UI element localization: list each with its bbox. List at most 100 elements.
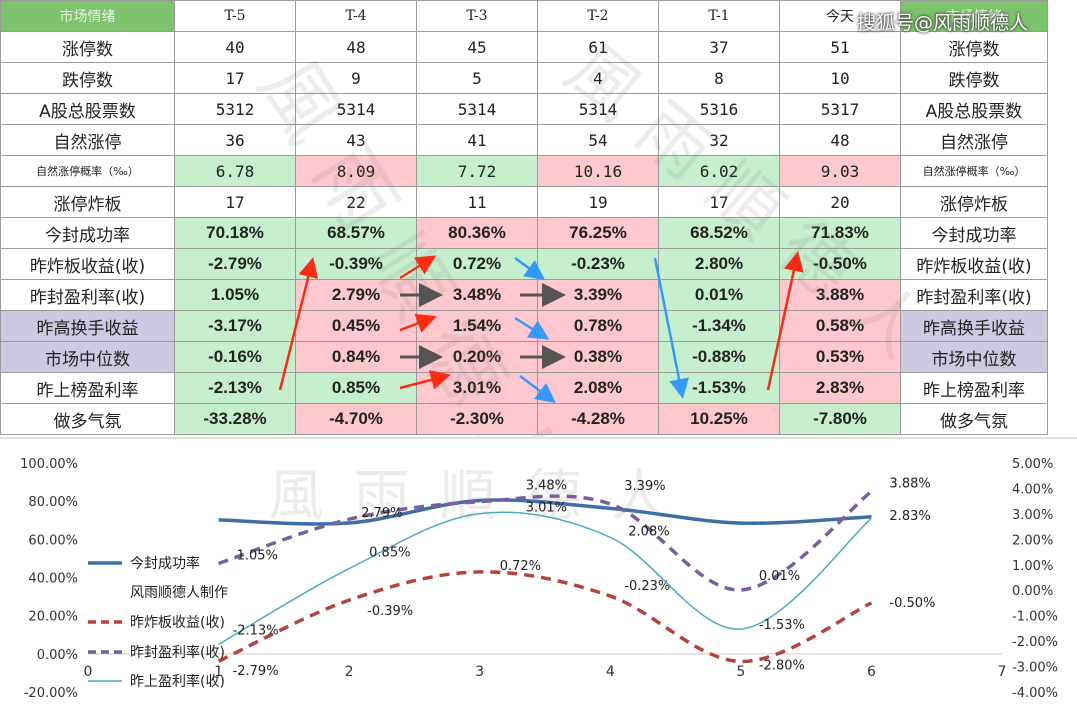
data-cell: 10.25% xyxy=(658,403,780,435)
data-cell: 70.18% xyxy=(174,217,296,249)
data-cell: 3.88% xyxy=(779,279,901,311)
header-day-cell: T-2 xyxy=(537,0,659,32)
y-tick-left: 100.00% xyxy=(20,457,78,472)
data-cell: -0.39% xyxy=(295,248,417,280)
data-label: -0.50% xyxy=(889,596,935,611)
data-cell: -7.80% xyxy=(779,403,901,435)
data-label: -2.79% xyxy=(233,664,279,679)
x-tick: 3 xyxy=(475,664,484,680)
data-cell: 9 xyxy=(295,62,417,94)
data-label: 3.48% xyxy=(526,479,567,494)
header-day-cell: T-5 xyxy=(174,0,296,32)
data-cell: 0.58% xyxy=(779,310,901,342)
data-cell: 17 xyxy=(174,62,296,94)
data-cell: 61 xyxy=(537,31,659,63)
row-label: 自然涨停概率（‰） xyxy=(0,155,175,187)
data-cell: -33.28% xyxy=(174,403,296,435)
row-label: 涨停数 xyxy=(0,31,175,63)
data-cell: 5 xyxy=(416,62,538,94)
data-cell: 1.05% xyxy=(174,279,296,311)
y-tick-left: 60.00% xyxy=(28,533,78,548)
y-tick-right: 1.00% xyxy=(1012,559,1053,574)
data-label: 3.88% xyxy=(889,476,930,491)
y-tick-left: 80.00% xyxy=(28,495,78,510)
row-label-right: 昨高换手收益 xyxy=(900,310,1048,342)
data-cell: 5317 xyxy=(779,93,901,125)
data-cell: 71.83% xyxy=(779,217,901,249)
x-tick: 7 xyxy=(998,664,1007,680)
x-tick: 1 xyxy=(214,664,223,680)
data-cell: 68.52% xyxy=(658,217,780,249)
data-cell: 17 xyxy=(658,186,780,218)
data-cell: 20 xyxy=(779,186,901,218)
data-cell: 2.83% xyxy=(779,372,901,404)
data-cell: 3.01% xyxy=(416,372,538,404)
data-cell: 5314 xyxy=(416,93,538,125)
data-label: -2.80% xyxy=(759,658,805,673)
data-cell: -2.79% xyxy=(174,248,296,280)
data-cell: -0.50% xyxy=(779,248,901,280)
y-tick-right: 3.00% xyxy=(1012,508,1053,523)
y-tick-left: -20.00% xyxy=(24,686,78,701)
data-label: 1.05% xyxy=(237,549,278,564)
header-label-cell: 市场情绪 xyxy=(0,0,175,32)
row-label: 今封成功率 xyxy=(0,217,175,249)
x-tick: 4 xyxy=(606,664,615,680)
data-cell: 22 xyxy=(295,186,417,218)
data-label: 3.39% xyxy=(624,479,665,494)
data-cell: 0.78% xyxy=(537,310,659,342)
data-cell: 3.39% xyxy=(537,279,659,311)
data-cell: 10 xyxy=(779,62,901,94)
data-cell: 19 xyxy=(537,186,659,218)
data-cell: -4.28% xyxy=(537,403,659,435)
data-cell: 5314 xyxy=(295,93,417,125)
data-cell: 48 xyxy=(779,124,901,156)
row-label-right: 做多气氛 xyxy=(900,403,1048,435)
data-label: -1.53% xyxy=(759,618,805,633)
y-tick-right: 0.00% xyxy=(1012,584,1053,599)
legend-label: 今封成功率 xyxy=(130,555,200,572)
legend-label: 昨上盈利率(收) xyxy=(130,673,225,690)
y-tick-right: -4.00% xyxy=(1012,686,1058,701)
credit-text: 搜狐号@风雨顺德人 xyxy=(857,12,1029,34)
y-tick-right: 4.00% xyxy=(1012,482,1053,497)
market-sentiment-table: 市场情绪 T-5 T-4 T-3 T-2 T-1 今天 市场情绪 涨停数 40 48 45 61 37 51… xyxy=(0,0,1048,435)
row-label-right: 昨炸板收益(收) xyxy=(900,248,1048,280)
data-cell: 51 xyxy=(779,31,901,63)
data-label: 2.83% xyxy=(889,509,930,524)
data-cell: -0.88% xyxy=(658,341,780,373)
row-label-right: 今封成功率 xyxy=(900,217,1048,249)
data-cell: 0.20% xyxy=(416,341,538,373)
data-cell: -0.16% xyxy=(174,341,296,373)
data-cell: 45 xyxy=(416,31,538,63)
legend-label: 昨炸板收益(收) xyxy=(130,615,225,631)
data-label: 2.79% xyxy=(361,506,402,521)
y-tick-left: 0.00% xyxy=(37,648,78,663)
data-cell: 4 xyxy=(537,62,659,94)
data-cell: 1.54% xyxy=(416,310,538,342)
row-label: 做多气氛 xyxy=(0,403,175,435)
data-label: 0.01% xyxy=(759,569,800,584)
data-cell: 2.79% xyxy=(295,279,417,311)
data-label: 3.01% xyxy=(526,501,567,516)
header-day-cell: 今天 xyxy=(779,0,901,32)
data-cell: 48 xyxy=(295,31,417,63)
data-label: 0.85% xyxy=(369,546,410,561)
data-cell: 0.53% xyxy=(779,341,901,373)
data-cell: 5316 xyxy=(658,93,780,125)
row-label: 跌停数 xyxy=(0,62,175,94)
data-cell: 8 xyxy=(658,62,780,94)
data-cell: 36 xyxy=(174,124,296,156)
row-label: 市场中位数 xyxy=(0,341,175,373)
data-label: -0.23% xyxy=(624,579,670,594)
header-day-cell: T-4 xyxy=(295,0,417,32)
data-cell: 0.01% xyxy=(658,279,780,311)
data-cell: 9.03 xyxy=(779,155,901,187)
data-cell: 32 xyxy=(658,124,780,156)
data-cell: -0.23% xyxy=(537,248,659,280)
row-label: 昨炸板收益(收) xyxy=(0,248,175,280)
line-chart: 風 雨 順 德 人-20.00%0.00%20.00%40.00%60.00%8… xyxy=(0,437,1077,701)
x-tick: 5 xyxy=(736,664,745,680)
data-cell: 37 xyxy=(658,31,780,63)
series-line-3 xyxy=(218,511,872,646)
